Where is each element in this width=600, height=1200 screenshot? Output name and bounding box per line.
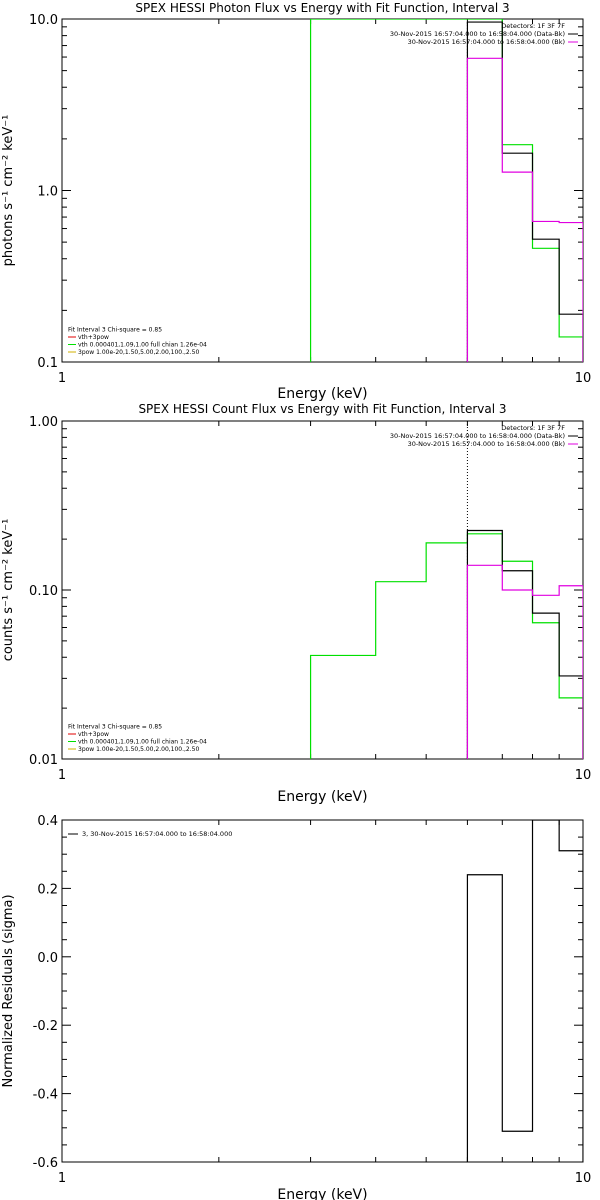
legend-entry: vth+3pow: [78, 334, 109, 341]
series-line-green: [309, 533, 583, 759]
legend-entry: 3pow 1.00e-20,1.50,5.00,2.00,100.,2.50: [78, 349, 199, 356]
legend-entry: Fit Interval 3 Chi-square = 0.85: [68, 327, 162, 334]
x-tick-label: 10: [575, 768, 592, 783]
chart-panel-3: Energy (keV) Normalized Residuals (sigma)…: [1, 814, 591, 1200]
y-tick-label: 0.1: [37, 356, 58, 371]
legend-entry: 3, 30-Nov-2015 16:57:04.000 to 16:58:04.…: [82, 830, 232, 838]
series-line-black: [466, 21, 583, 362]
y-tick-label: 0.10: [29, 584, 58, 599]
y-tick-label: -0.4: [33, 1088, 58, 1103]
legend-entry: 30-Nov-2015 16:57:04.000 to 16:58:04.000…: [390, 30, 565, 38]
y-tick-label: 10.0: [29, 13, 58, 28]
legend-entry: vth+3pow: [78, 731, 109, 738]
y-tick-label: 1.0: [37, 185, 58, 200]
y-tick-label: -0.6: [33, 1156, 58, 1171]
x-axis-label: Energy (keV): [277, 386, 367, 402]
y-axis-label: photons s⁻¹ cm⁻² keV⁻¹: [1, 115, 16, 267]
x-axis-label: Energy (keV): [277, 789, 367, 805]
series-line-green: [309, 19, 583, 362]
x-tick-label: 10: [575, 1171, 592, 1186]
series-line-black: [466, 820, 583, 1162]
chart-panel-1: SPEX HESSI Photon Flux vs Energy with Fi…: [1, 1, 591, 402]
x-tick-label: 1: [58, 1171, 66, 1186]
x-axis-label: Energy (keV): [277, 1187, 367, 1200]
legend-entry: 30-Nov-2015 16:57:04.000 to 16:58:04.000…: [408, 38, 565, 46]
x-tick-label: 1: [58, 768, 66, 783]
legend-entry: Fit Interval 3 Chi-square = 0.85: [68, 724, 162, 731]
legend-entry: vth 0.000401,1.09,1.00 full chian 1.26e-…: [78, 739, 207, 746]
plot-frame: [61, 18, 584, 363]
y-axis-label: counts s⁻¹ cm⁻² keV⁻¹: [1, 519, 16, 662]
y-tick-label: 0.4: [37, 814, 58, 829]
legend-entry: vth 0.000401,1.09,1.00 full chian 1.26e-…: [78, 342, 207, 349]
y-axis-label: Normalized Residuals (sigma): [1, 894, 16, 1087]
legend-entry: 3pow 1.00e-20,1.50,5.00,2.00,100.,2.50: [78, 746, 199, 753]
chart-title: SPEX HESSI Count Flux vs Energy with Fit…: [138, 402, 506, 416]
legend-entry: Detectors: 1F 3F 7F: [501, 22, 565, 30]
legend-entry: 30-Nov-2015 16:57:04.000 to 16:58:04.000…: [390, 432, 565, 440]
y-tick-label: 0.2: [37, 882, 58, 897]
series-line-magenta: [466, 57, 583, 362]
legend-entry: 30-Nov-2015 16:57:04.000 to 16:58:04.000…: [408, 440, 565, 448]
y-tick-label: -0.2: [33, 1019, 58, 1034]
chart-panel-2: SPEX HESSI Count Flux vs Energy with Fit…: [1, 402, 591, 805]
legend-entry: Detectors: 1F 3F 7F: [501, 424, 565, 432]
chart-title: SPEX HESSI Photon Flux vs Energy with Fi…: [135, 1, 509, 15]
y-tick-label: 0.01: [29, 753, 58, 768]
y-tick-label: 1.00: [29, 415, 58, 430]
series-line-magenta: [466, 564, 583, 759]
x-tick-label: 1: [58, 371, 66, 386]
x-tick-label: 10: [575, 371, 592, 386]
plot-frame: [61, 819, 584, 1163]
y-tick-label: 0.0: [37, 951, 58, 966]
